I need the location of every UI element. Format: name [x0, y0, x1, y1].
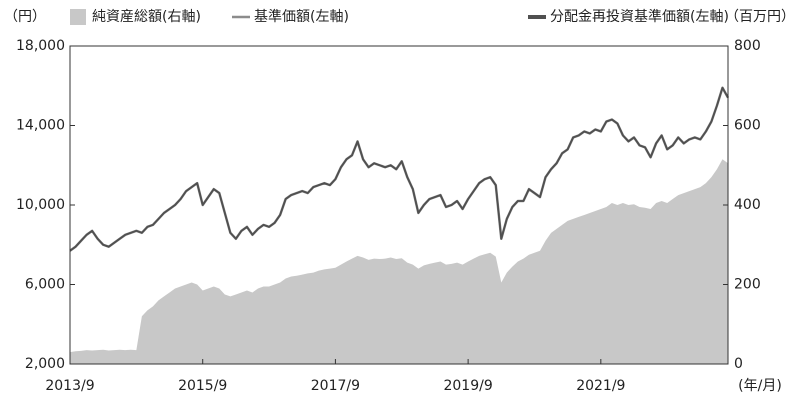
y-tick-label: 6,000	[25, 277, 65, 293]
y-tick-label: 10,000	[16, 197, 65, 213]
x-tick-label: 2019/9	[443, 378, 492, 394]
legend-label: 基準価額(左軸)	[254, 8, 349, 25]
y-tick-label: 14,000	[16, 118, 65, 134]
y-axis-unit: （円）	[4, 9, 46, 25]
line	[69, 86, 729, 252]
y2-tick-label: 200	[734, 277, 761, 293]
y-tick-label: 18,000	[16, 38, 65, 54]
x-tick-label: 2021/9	[576, 378, 625, 394]
y-tick-label: 2,000	[25, 356, 65, 372]
legend-label: 純資産総額(右軸)	[92, 9, 201, 25]
x-tick-label: 2015/9	[178, 378, 227, 394]
x-axis-label: (年/月)	[738, 378, 782, 394]
x-tick-label: 2013/9	[45, 378, 94, 394]
y2-tick-label: 800	[734, 38, 761, 54]
y2-tick-label: 0	[734, 356, 743, 372]
legend-swatch	[70, 9, 86, 25]
area	[70, 159, 728, 364]
y2-axis-unit: （百万円）	[725, 9, 795, 25]
legend-label: 分配金再投資基準価額(左軸)	[550, 8, 729, 25]
y2-tick-label: 400	[734, 197, 761, 213]
x-tick-label: 2017/9	[311, 378, 360, 394]
y2-tick-label: 600	[734, 118, 761, 134]
